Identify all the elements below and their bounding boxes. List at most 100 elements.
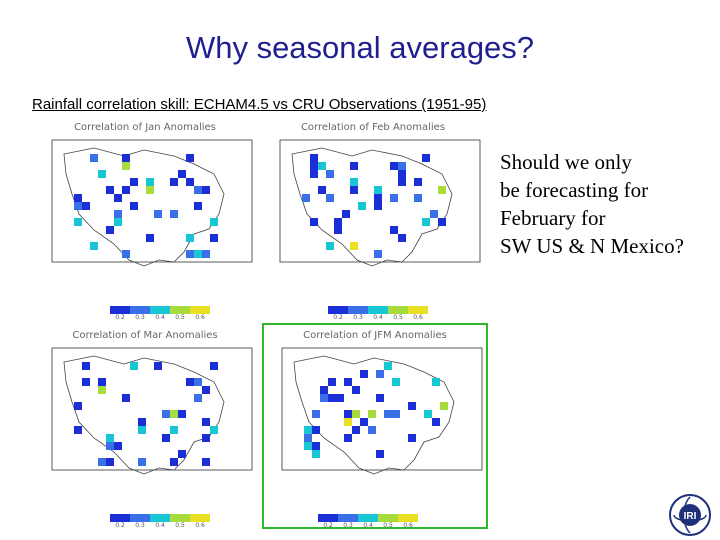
correlation-cell bbox=[178, 170, 186, 178]
colorbar: 0.2 0.3 0.4 0.5 0.6 bbox=[110, 514, 210, 532]
correlation-cell bbox=[146, 186, 154, 194]
colorbar-tick-label: 0.3 bbox=[135, 522, 145, 529]
correlation-cell bbox=[318, 162, 326, 170]
panel-title: Correlation of Jan Anomalies bbox=[74, 122, 216, 133]
colorbar-swatch bbox=[318, 514, 338, 522]
colorbar-swatch bbox=[170, 306, 190, 314]
correlation-cell bbox=[210, 218, 218, 226]
correlation-cell bbox=[170, 178, 178, 186]
correlation-cell bbox=[194, 378, 202, 386]
correlation-cell bbox=[98, 378, 106, 386]
correlation-cell bbox=[334, 218, 342, 226]
panel-title: Correlation of Feb Anomalies bbox=[300, 122, 446, 133]
correlation-cell bbox=[358, 202, 366, 210]
colorbar-swatch bbox=[338, 514, 358, 522]
correlation-cell bbox=[202, 418, 210, 426]
correlation-cell bbox=[384, 410, 392, 418]
correlation-cell bbox=[98, 170, 106, 178]
side-text-line: SW US & N Mexico? bbox=[500, 234, 684, 258]
correlation-cell bbox=[82, 378, 90, 386]
map-panel-mar: Correlation of Mar Anomalies bbox=[34, 330, 256, 480]
correlation-cell bbox=[350, 178, 358, 186]
correlation-cell bbox=[350, 242, 358, 250]
correlation-cell bbox=[122, 186, 130, 194]
colorbar-tick-label: 0.6 bbox=[403, 522, 413, 529]
correlation-cell bbox=[202, 186, 210, 194]
colorbar-tick-label: 0.5 bbox=[393, 314, 403, 321]
correlation-cell bbox=[376, 370, 384, 378]
correlation-cell bbox=[310, 162, 318, 170]
colorbar-tick-label: 0.4 bbox=[155, 522, 165, 529]
correlation-cell bbox=[392, 378, 400, 386]
slide-title: Why seasonal averages? bbox=[185, 30, 535, 65]
correlation-cell bbox=[170, 458, 178, 466]
correlation-cell bbox=[202, 250, 210, 258]
correlation-cell bbox=[422, 218, 430, 226]
correlation-cell bbox=[130, 202, 138, 210]
colorbar: 0.2 0.3 0.4 0.5 0.6 bbox=[318, 514, 418, 532]
correlation-cell bbox=[106, 226, 114, 234]
correlation-cell bbox=[202, 458, 210, 466]
coastline bbox=[63, 355, 225, 475]
correlation-cell bbox=[114, 194, 122, 202]
colorbar-tick-label: 0.2 bbox=[115, 314, 125, 321]
side-text-line: February for bbox=[500, 206, 606, 230]
correlation-cell bbox=[154, 362, 162, 370]
colorbar-swatch bbox=[150, 306, 170, 314]
correlation-cell bbox=[374, 202, 382, 210]
correlation-cell bbox=[374, 186, 382, 194]
colorbar-swatch bbox=[150, 514, 170, 522]
correlation-cell bbox=[368, 410, 376, 418]
slide-subtitle: Rainfall correlation skill: ECHAM4.5 vs … bbox=[32, 96, 487, 113]
correlation-cell bbox=[438, 218, 446, 226]
correlation-cell bbox=[138, 418, 146, 426]
panel-title: Correlation of Mar Anomalies bbox=[72, 330, 218, 341]
correlation-cell bbox=[114, 210, 122, 218]
correlation-cell bbox=[360, 370, 368, 378]
side-text-line: be forecasting for bbox=[500, 178, 649, 202]
correlation-cell bbox=[186, 378, 194, 386]
correlation-cell bbox=[146, 234, 154, 242]
correlation-cell bbox=[360, 418, 368, 426]
jfm-highlight-box bbox=[262, 323, 488, 529]
correlation-cell bbox=[82, 362, 90, 370]
colorbar-swatches bbox=[110, 514, 210, 522]
side-question: Should we only be forecasting for Februa… bbox=[500, 148, 715, 260]
correlation-cell bbox=[390, 194, 398, 202]
coastline bbox=[63, 147, 225, 267]
correlation-cell bbox=[186, 234, 194, 242]
correlation-cell bbox=[310, 218, 318, 226]
map-panel-feb: Correlation of Feb Anomalies bbox=[262, 122, 484, 272]
correlation-cell bbox=[432, 378, 440, 386]
colorbar-tick-label: 0.5 bbox=[175, 522, 185, 529]
panel-title: Correlation of JFM Anomalies bbox=[303, 330, 447, 341]
correlation-cell bbox=[422, 154, 430, 162]
correlation-cell bbox=[390, 162, 398, 170]
colorbar-swatch bbox=[358, 514, 378, 522]
correlation-cell bbox=[170, 426, 178, 434]
correlation-cell bbox=[350, 162, 358, 170]
colorbar-tick-label: 0.4 bbox=[363, 522, 373, 529]
correlation-cell bbox=[146, 178, 154, 186]
colorbar-swatch bbox=[130, 306, 150, 314]
correlation-cell bbox=[302, 194, 310, 202]
colorbar-swatch bbox=[110, 306, 130, 314]
correlation-cell bbox=[162, 434, 170, 442]
correlation-cell bbox=[312, 442, 320, 450]
correlation-cell bbox=[170, 410, 178, 418]
colorbar-swatch bbox=[348, 306, 368, 314]
colorbar-tick-label: 0.4 bbox=[373, 314, 383, 321]
correlation-cell bbox=[344, 410, 352, 418]
correlation-cell bbox=[130, 178, 138, 186]
colorbar-swatch bbox=[368, 306, 388, 314]
correlation-cell bbox=[310, 170, 318, 178]
colorbar: 0.2 0.3 0.4 0.5 0.6 bbox=[328, 306, 428, 324]
correlation-cell bbox=[74, 194, 82, 202]
correlation-cell bbox=[98, 458, 106, 466]
correlation-cell bbox=[344, 434, 352, 442]
correlation-cell bbox=[82, 202, 90, 210]
correlation-cell bbox=[74, 426, 82, 434]
correlation-map bbox=[51, 139, 253, 267]
colorbar-tick-label: 0.4 bbox=[155, 314, 165, 321]
correlation-cell bbox=[328, 394, 336, 402]
